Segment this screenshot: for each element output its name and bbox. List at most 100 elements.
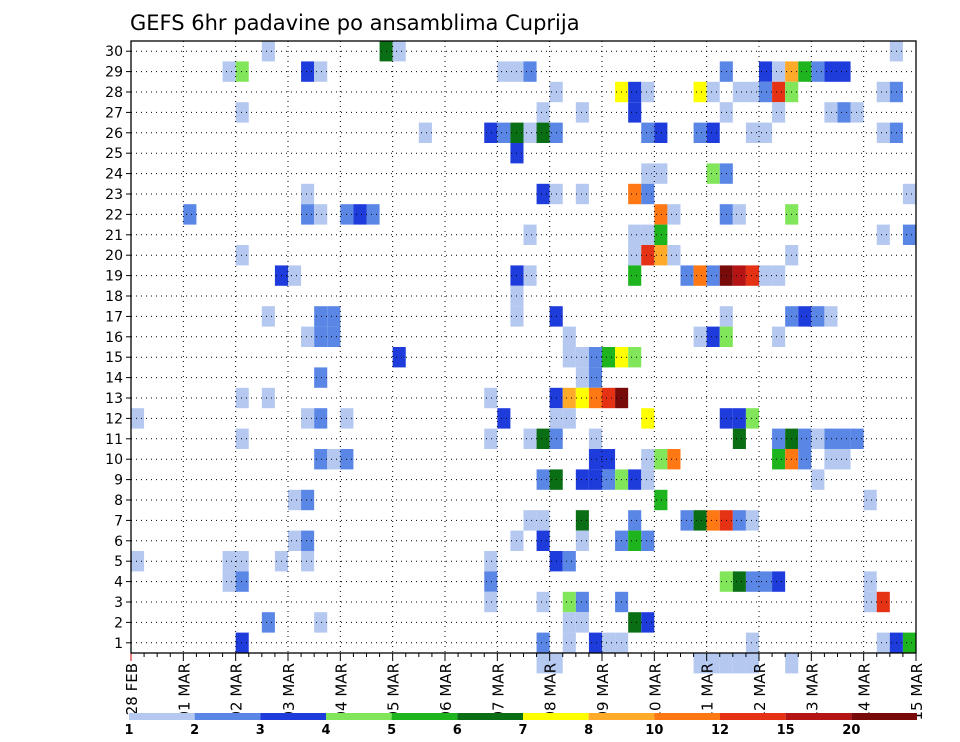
heatmap-cell <box>811 428 825 449</box>
x-tick-label: 12 MAR <box>751 663 769 720</box>
colorbar-swatch <box>654 713 720 720</box>
heatmap-cell <box>562 612 576 633</box>
heatmap-cell <box>745 653 759 674</box>
heatmap-cell <box>759 265 773 286</box>
heatmap-cell <box>902 632 916 653</box>
heatmap-cell <box>628 510 642 531</box>
heatmap-cell <box>693 326 707 347</box>
y-tick-label: 7 <box>114 513 123 529</box>
heatmap-cell <box>261 612 275 633</box>
heatmap-cell <box>654 224 668 245</box>
heatmap-cell <box>706 510 720 531</box>
heatmap-cell <box>484 551 498 572</box>
heatmap-cell <box>628 245 642 266</box>
heatmap-cell <box>706 122 720 143</box>
heatmap-cell <box>222 551 236 572</box>
y-tick-label: 23 <box>105 187 123 203</box>
heatmap-cell <box>876 122 890 143</box>
heatmap-cell <box>562 551 576 572</box>
x-tick-label: 08 MAR <box>542 663 560 720</box>
heatmap-cell <box>484 571 498 592</box>
heatmap-cell <box>641 122 655 143</box>
x-tick-label: 28 FEB <box>123 663 141 715</box>
heatmap-cell <box>654 204 668 225</box>
y-tick-label: 30 <box>105 44 123 60</box>
x-tick-label: 11 MAR <box>699 663 717 720</box>
heatmap-cells <box>131 41 916 674</box>
heatmap-cell <box>523 122 537 143</box>
y-tick-label: 2 <box>114 615 123 631</box>
heatmap-cell <box>693 653 707 674</box>
heatmap-cell <box>798 306 812 327</box>
heatmap-cell <box>536 122 550 143</box>
heatmap-cell <box>222 571 236 592</box>
heatmap-cell <box>667 245 681 266</box>
heatmap-cell <box>628 183 642 205</box>
heatmap-cell <box>327 326 341 347</box>
heatmap-cell <box>497 122 511 143</box>
heatmap-cell <box>837 449 851 470</box>
heatmap-cell <box>745 632 759 653</box>
x-tick-label: 14 MAR <box>856 663 874 720</box>
heatmap-cell <box>745 265 759 286</box>
colorbar-swatch <box>523 713 589 720</box>
heatmap-cell <box>484 387 498 409</box>
heatmap-cell <box>588 367 602 388</box>
heatmap-cell <box>706 265 720 286</box>
heatmap-cell <box>588 449 602 470</box>
heatmap-cell <box>235 551 249 572</box>
heatmap-cell <box>876 632 890 653</box>
heatmap-cell <box>745 510 759 531</box>
heatmap-cell <box>235 102 249 123</box>
heatmap-cell <box>772 102 786 123</box>
heatmap-cell <box>301 489 315 511</box>
heatmap-cell <box>641 163 655 184</box>
heatmap-cell <box>693 122 707 143</box>
heatmap-cell <box>850 102 864 123</box>
heatmap-cell <box>667 449 681 470</box>
heatmap-cell <box>562 326 576 347</box>
heatmap-cell <box>392 347 406 368</box>
heatmap-cell <box>654 122 668 143</box>
colorbar-label: 2 <box>190 723 199 738</box>
heatmap-cell <box>772 571 786 592</box>
heatmap-cell <box>288 265 302 286</box>
heatmap-cell <box>183 204 197 225</box>
heatmap-cell <box>602 347 616 368</box>
heatmap-cell <box>732 571 746 592</box>
colorbar-label: 8 <box>584 723 593 738</box>
x-tick-label: 04 MAR <box>332 663 350 720</box>
heatmap-cell <box>772 61 786 82</box>
heatmap-cell <box>680 265 694 286</box>
heatmap-cell <box>301 551 315 572</box>
heatmap-cell <box>562 387 576 409</box>
heatmap-cell <box>575 612 589 633</box>
heatmap-cell <box>732 510 746 531</box>
heatmap-cell <box>654 245 668 266</box>
heatmap-cell <box>301 183 315 205</box>
heatmap-cell <box>536 632 550 653</box>
heatmap-cell <box>641 183 655 205</box>
y-tick-label: 1 <box>114 636 123 652</box>
heatmap-cell <box>824 306 838 327</box>
y-tick-label: 10 <box>105 452 123 468</box>
gridlines <box>131 41 916 653</box>
heatmap-cell <box>641 449 655 470</box>
colorbar-label: 1 <box>124 723 133 738</box>
heatmap-cell <box>301 61 315 82</box>
x-tick-label: 07 MAR <box>489 663 507 720</box>
heatmap-cell <box>824 449 838 470</box>
heatmap-cell <box>798 61 812 82</box>
y-tick-label: 4 <box>114 575 123 591</box>
heatmap-cell <box>235 428 249 449</box>
colorbar-label: 3 <box>256 723 265 738</box>
heatmap-cell <box>628 612 642 633</box>
y-tick-label: 8 <box>114 493 123 509</box>
heatmap-cell <box>706 163 720 184</box>
heatmap-cell <box>235 61 249 82</box>
heatmap-cell <box>588 347 602 368</box>
heatmap-cell <box>772 428 786 449</box>
y-tick-label: 26 <box>105 126 123 142</box>
heatmap-cell <box>902 183 916 205</box>
heatmap-cell <box>641 245 655 266</box>
